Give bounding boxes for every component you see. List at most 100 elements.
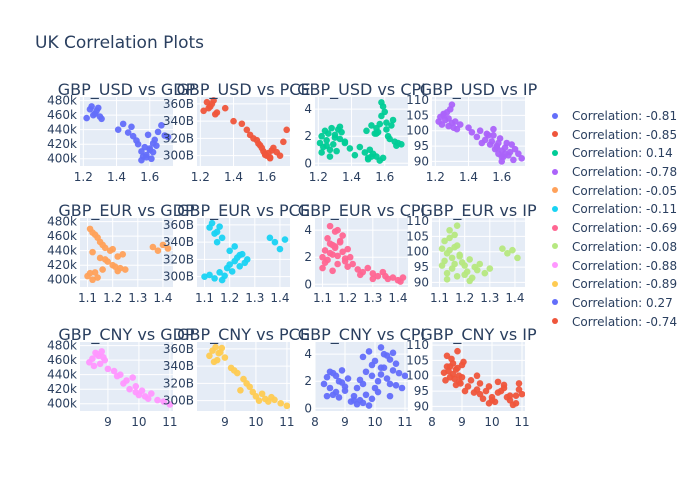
data-point <box>326 249 334 257</box>
legend[interactable]: Correlation: -0.81 Correlation: -0.85 Corr… <box>552 107 700 331</box>
data-point <box>211 275 218 282</box>
data-point <box>467 377 475 384</box>
x-tick-label: 1.4 <box>153 291 172 305</box>
y-tick-label: 100 <box>406 124 429 138</box>
data-point <box>216 349 224 356</box>
scatter-series <box>201 219 289 284</box>
data-point <box>255 397 263 404</box>
data-point <box>378 99 385 106</box>
legend-item[interactable]: Correlation: 0.27 <box>552 294 700 313</box>
y-tick-label: 2 <box>304 374 312 388</box>
data-point <box>515 386 523 393</box>
y-tick-label: 480k <box>47 94 77 108</box>
data-point <box>446 246 453 254</box>
x-tick-label: 9 <box>458 415 466 429</box>
legend-item[interactable]: Correlation: -0.05 <box>552 182 700 201</box>
data-point <box>321 259 329 266</box>
scatter-series <box>206 343 290 410</box>
data-point <box>323 142 330 150</box>
data-point <box>443 352 451 360</box>
legend-item[interactable]: Correlation: -0.78 <box>552 163 700 182</box>
subplot: 1.2 1.4 1.6 0 2 4 <box>304 97 408 184</box>
data-point <box>368 395 376 403</box>
data-point <box>386 135 394 143</box>
data-point <box>211 110 219 118</box>
legend-item[interactable]: Correlation: -0.85 <box>552 126 700 145</box>
x-tick-label: 1.3 <box>363 291 382 305</box>
data-point <box>334 252 341 260</box>
legend-label: Correlation: -0.81 <box>572 109 678 123</box>
legend-item[interactable]: Correlation: -0.74 <box>552 313 700 332</box>
data-point <box>216 223 223 230</box>
legend-item[interactable]: Correlation: 0.14 <box>552 144 700 163</box>
scatter-series <box>83 103 172 164</box>
data-point <box>452 381 460 389</box>
data-point <box>281 236 289 243</box>
data-point <box>473 133 481 141</box>
data-point <box>338 128 345 136</box>
data-point <box>213 238 221 246</box>
data-point <box>441 237 448 245</box>
legend-item[interactable]: Correlation: -0.81 <box>552 107 700 126</box>
y-tick-label: 105 <box>406 229 429 243</box>
data-point <box>128 123 135 131</box>
data-point <box>350 396 358 404</box>
x-tick-label: 1.2 <box>309 170 328 184</box>
data-point <box>266 154 274 162</box>
data-point <box>448 265 456 272</box>
legend-label: Correlation: -0.88 <box>572 258 678 273</box>
data-point <box>494 378 502 386</box>
data-point <box>368 372 376 380</box>
x-tick-label: 1.3 <box>480 291 499 305</box>
data-point <box>158 122 165 129</box>
y-tick-label: 320B <box>163 376 194 390</box>
data-point <box>326 153 334 160</box>
data-point <box>365 348 373 355</box>
data-point <box>398 141 405 148</box>
legend-item[interactable]: Correlation: -0.11 <box>552 200 700 219</box>
data-point <box>510 156 517 164</box>
data-point <box>243 256 251 263</box>
y-tick-label: 95 <box>414 139 429 153</box>
data-point <box>388 122 395 129</box>
x-tick-label: 9 <box>104 415 112 429</box>
scatter-series <box>86 348 173 408</box>
data-point <box>91 269 99 276</box>
legend-item[interactable]: Correlation: -0.88 <box>552 257 700 276</box>
data-point <box>201 273 208 280</box>
x-tick-label: 1.2 <box>426 170 445 184</box>
legend-item[interactable]: Correlation: -0.08 <box>552 238 700 257</box>
x-tick-label: 9 <box>341 415 349 429</box>
data-point <box>331 244 339 252</box>
data-point <box>114 253 122 260</box>
x-tick-label: 1.3 <box>128 291 147 305</box>
data-point <box>114 267 122 275</box>
data-point <box>329 391 337 399</box>
y-tick-label: 480k <box>47 339 77 353</box>
data-point <box>346 145 354 152</box>
data-point <box>365 402 373 409</box>
y-tick-label: 460k <box>47 229 77 243</box>
data-point <box>377 364 385 372</box>
data-point <box>114 126 122 133</box>
data-point <box>110 367 118 375</box>
x-tick-label: 1.6 <box>257 170 276 184</box>
legend-item[interactable]: Correlation: -0.69 <box>552 219 700 238</box>
data-point <box>481 136 489 144</box>
legend-item[interactable]: Correlation: -0.89 <box>552 275 700 294</box>
data-point <box>356 143 364 151</box>
data-point <box>508 141 516 148</box>
legend-marker-icon <box>552 262 558 268</box>
y-tick-label: 460k <box>47 108 77 122</box>
y-tick-label: 360B <box>163 97 194 111</box>
subplot-title: GBP_EUR vs GDP <box>58 201 195 221</box>
data-point <box>485 400 493 407</box>
data-point <box>159 241 167 249</box>
data-point <box>166 401 173 408</box>
data-point <box>121 266 129 273</box>
data-point <box>401 372 408 380</box>
data-point <box>383 375 391 382</box>
data-point <box>104 365 112 373</box>
